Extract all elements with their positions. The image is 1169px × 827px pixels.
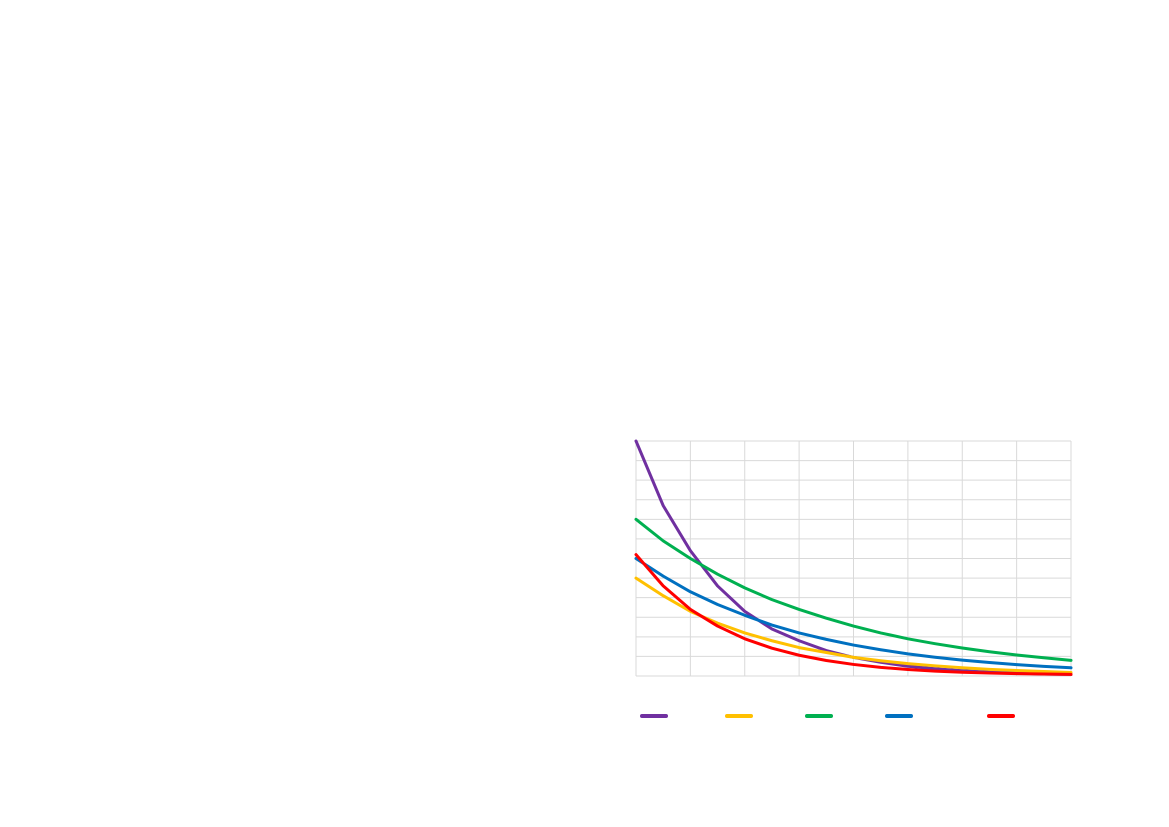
series-line-3 <box>634 517 1073 662</box>
chart-grid <box>635 440 1072 677</box>
series-line-5 <box>634 553 1073 676</box>
series-line-4 <box>634 557 1073 670</box>
chart-series <box>634 439 1073 676</box>
